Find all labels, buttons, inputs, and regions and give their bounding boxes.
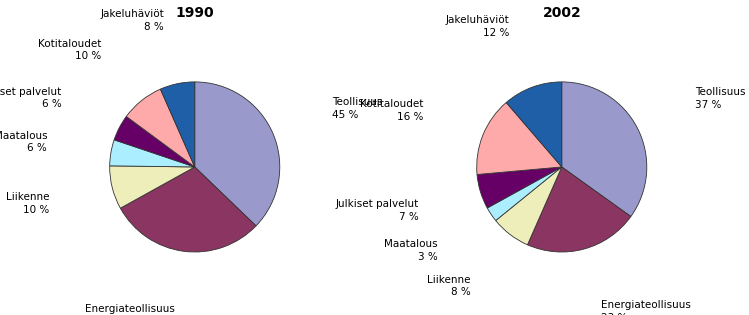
Text: Maatalous
6 %: Maatalous 6 % [0,131,47,153]
Text: Energiateollisuus
36 %: Energiateollisuus 36 % [85,304,175,315]
Text: Maatalous
3 %: Maatalous 3 % [384,239,437,262]
Wedge shape [127,89,195,167]
Wedge shape [506,82,562,167]
Title: 2002: 2002 [542,6,581,20]
Wedge shape [562,82,647,216]
Text: Teollisuus
45 %: Teollisuus 45 % [333,97,383,119]
Wedge shape [476,102,562,175]
Text: Julkiset palvelut
6 %: Julkiset palvelut 6 % [0,87,62,109]
Wedge shape [488,167,562,220]
Text: Liikenne
10 %: Liikenne 10 % [6,192,49,215]
Wedge shape [160,82,195,167]
Wedge shape [109,166,195,208]
Text: Jakeluhäviöt
12 %: Jakeluhäviöt 12 % [446,15,509,38]
Wedge shape [477,167,562,208]
Wedge shape [527,167,631,252]
Wedge shape [114,117,195,167]
Title: 1990: 1990 [175,6,214,20]
Text: Kotitaloudet
10 %: Kotitaloudet 10 % [37,39,101,61]
Text: Kotitaloudet
16 %: Kotitaloudet 16 % [360,100,423,122]
Text: Jakeluhäviöt
8 %: Jakeluhäviöt 8 % [100,9,164,32]
Wedge shape [496,167,562,245]
Wedge shape [195,82,280,226]
Text: Liikenne
8 %: Liikenne 8 % [428,275,471,297]
Text: Julkiset palvelut
7 %: Julkiset palvelut 7 % [336,199,419,222]
Wedge shape [109,140,195,167]
Text: Energiateollisuus
23 %: Energiateollisuus 23 % [601,300,691,315]
Wedge shape [121,167,256,252]
Text: Teollisuus
37 %: Teollisuus 37 % [695,87,745,110]
